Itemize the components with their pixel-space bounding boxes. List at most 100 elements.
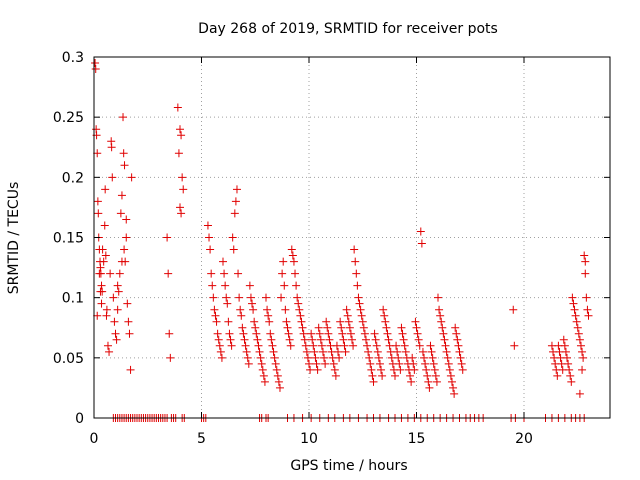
data-point: [294, 299, 303, 308]
data-point: [95, 269, 104, 278]
data-point: [297, 317, 306, 326]
data-point: [447, 377, 456, 386]
data-point: [341, 347, 350, 356]
data-point: [225, 329, 234, 338]
data-point: [334, 347, 343, 356]
data-point: [313, 365, 322, 374]
data-point: [569, 299, 578, 308]
data-point: [396, 365, 405, 374]
data-point: [308, 335, 317, 344]
grid: [94, 57, 610, 418]
data-point: [163, 233, 172, 242]
data-point: [424, 377, 433, 386]
data-point: [371, 335, 380, 344]
data-point: [311, 353, 320, 362]
data-point: [179, 185, 188, 194]
data-point: [553, 371, 562, 380]
data-point: [408, 353, 417, 362]
x-tick-label: 5: [197, 431, 206, 447]
axis-ticks: 0 5 10 15 20 0 0.05 0.1 0.15 0.2 0.25 0.3: [53, 50, 610, 447]
data-point: [416, 227, 425, 236]
data-point: [106, 269, 115, 278]
data-point: [307, 329, 316, 338]
data-point: [217, 353, 226, 362]
data-point: [582, 293, 591, 302]
data-point: [164, 269, 173, 278]
data-point: [98, 245, 107, 254]
data-point: [382, 323, 391, 332]
data-point: [406, 371, 415, 380]
data-point: [437, 317, 446, 326]
data-point: [101, 251, 110, 260]
data-point: [426, 341, 435, 350]
data-point: [256, 353, 265, 362]
plot-frame: [93, 56, 611, 419]
data-point: [370, 329, 379, 338]
data-point: [323, 323, 332, 332]
data-point: [438, 323, 447, 332]
data-point: [283, 323, 292, 332]
data-point: [391, 371, 399, 380]
data-point: [272, 365, 281, 374]
data-point: [365, 353, 374, 362]
data-point: [453, 335, 462, 344]
data-point: [449, 383, 458, 392]
data-point: [564, 359, 573, 368]
data-point: [440, 335, 449, 344]
data-point: [108, 173, 117, 182]
data-point: [230, 209, 239, 218]
data-point: [559, 335, 568, 344]
data-point: [125, 329, 134, 338]
data-point: [292, 281, 301, 290]
data-point: [269, 347, 278, 356]
plot-border: [93, 56, 611, 419]
data-point: [301, 341, 310, 350]
data-point: [329, 359, 338, 368]
y-tick-label: 0.15: [53, 231, 84, 247]
data-point: [91, 59, 100, 68]
data-point: [234, 269, 243, 278]
data-point: [96, 287, 105, 296]
data-point: [285, 335, 294, 344]
data-point: [113, 305, 122, 314]
data-point: [436, 311, 445, 320]
data-point: [306, 365, 315, 374]
data-point: [580, 251, 589, 260]
data-point: [262, 293, 270, 302]
data-point: [275, 383, 284, 392]
data-point: [360, 329, 369, 338]
data-point: [350, 245, 359, 254]
data-point: [363, 341, 372, 350]
data-point: [249, 305, 258, 314]
data-point: [107, 143, 116, 152]
y-axis-label: SRMTID / TECUs: [6, 182, 22, 295]
data-point: [414, 335, 423, 344]
data-point: [369, 377, 378, 386]
data-point: [264, 311, 273, 320]
data-point: [392, 341, 401, 350]
data-point: [324, 329, 333, 338]
data-point: [367, 365, 376, 374]
data-point: [435, 305, 444, 314]
data-point: [581, 269, 590, 278]
data-point: [574, 329, 583, 338]
data-point: [374, 353, 383, 362]
data-point: [271, 359, 280, 368]
data-point: [176, 125, 184, 134]
data-point: [120, 245, 129, 254]
data-point: [176, 203, 184, 212]
data-point: [342, 305, 351, 314]
y-tick-label: 0.2: [62, 170, 84, 186]
data-point: [93, 197, 102, 206]
data-point: [268, 341, 277, 350]
data-point: [241, 341, 250, 350]
data-point: [407, 377, 416, 386]
data-point: [124, 317, 133, 326]
data-point: [454, 341, 463, 350]
data-point: [379, 305, 388, 314]
data-point: [219, 257, 227, 266]
data-point: [576, 341, 585, 350]
data-point: [263, 305, 272, 314]
y-tick-label: 0.05: [53, 351, 84, 367]
data-point: [444, 359, 453, 368]
